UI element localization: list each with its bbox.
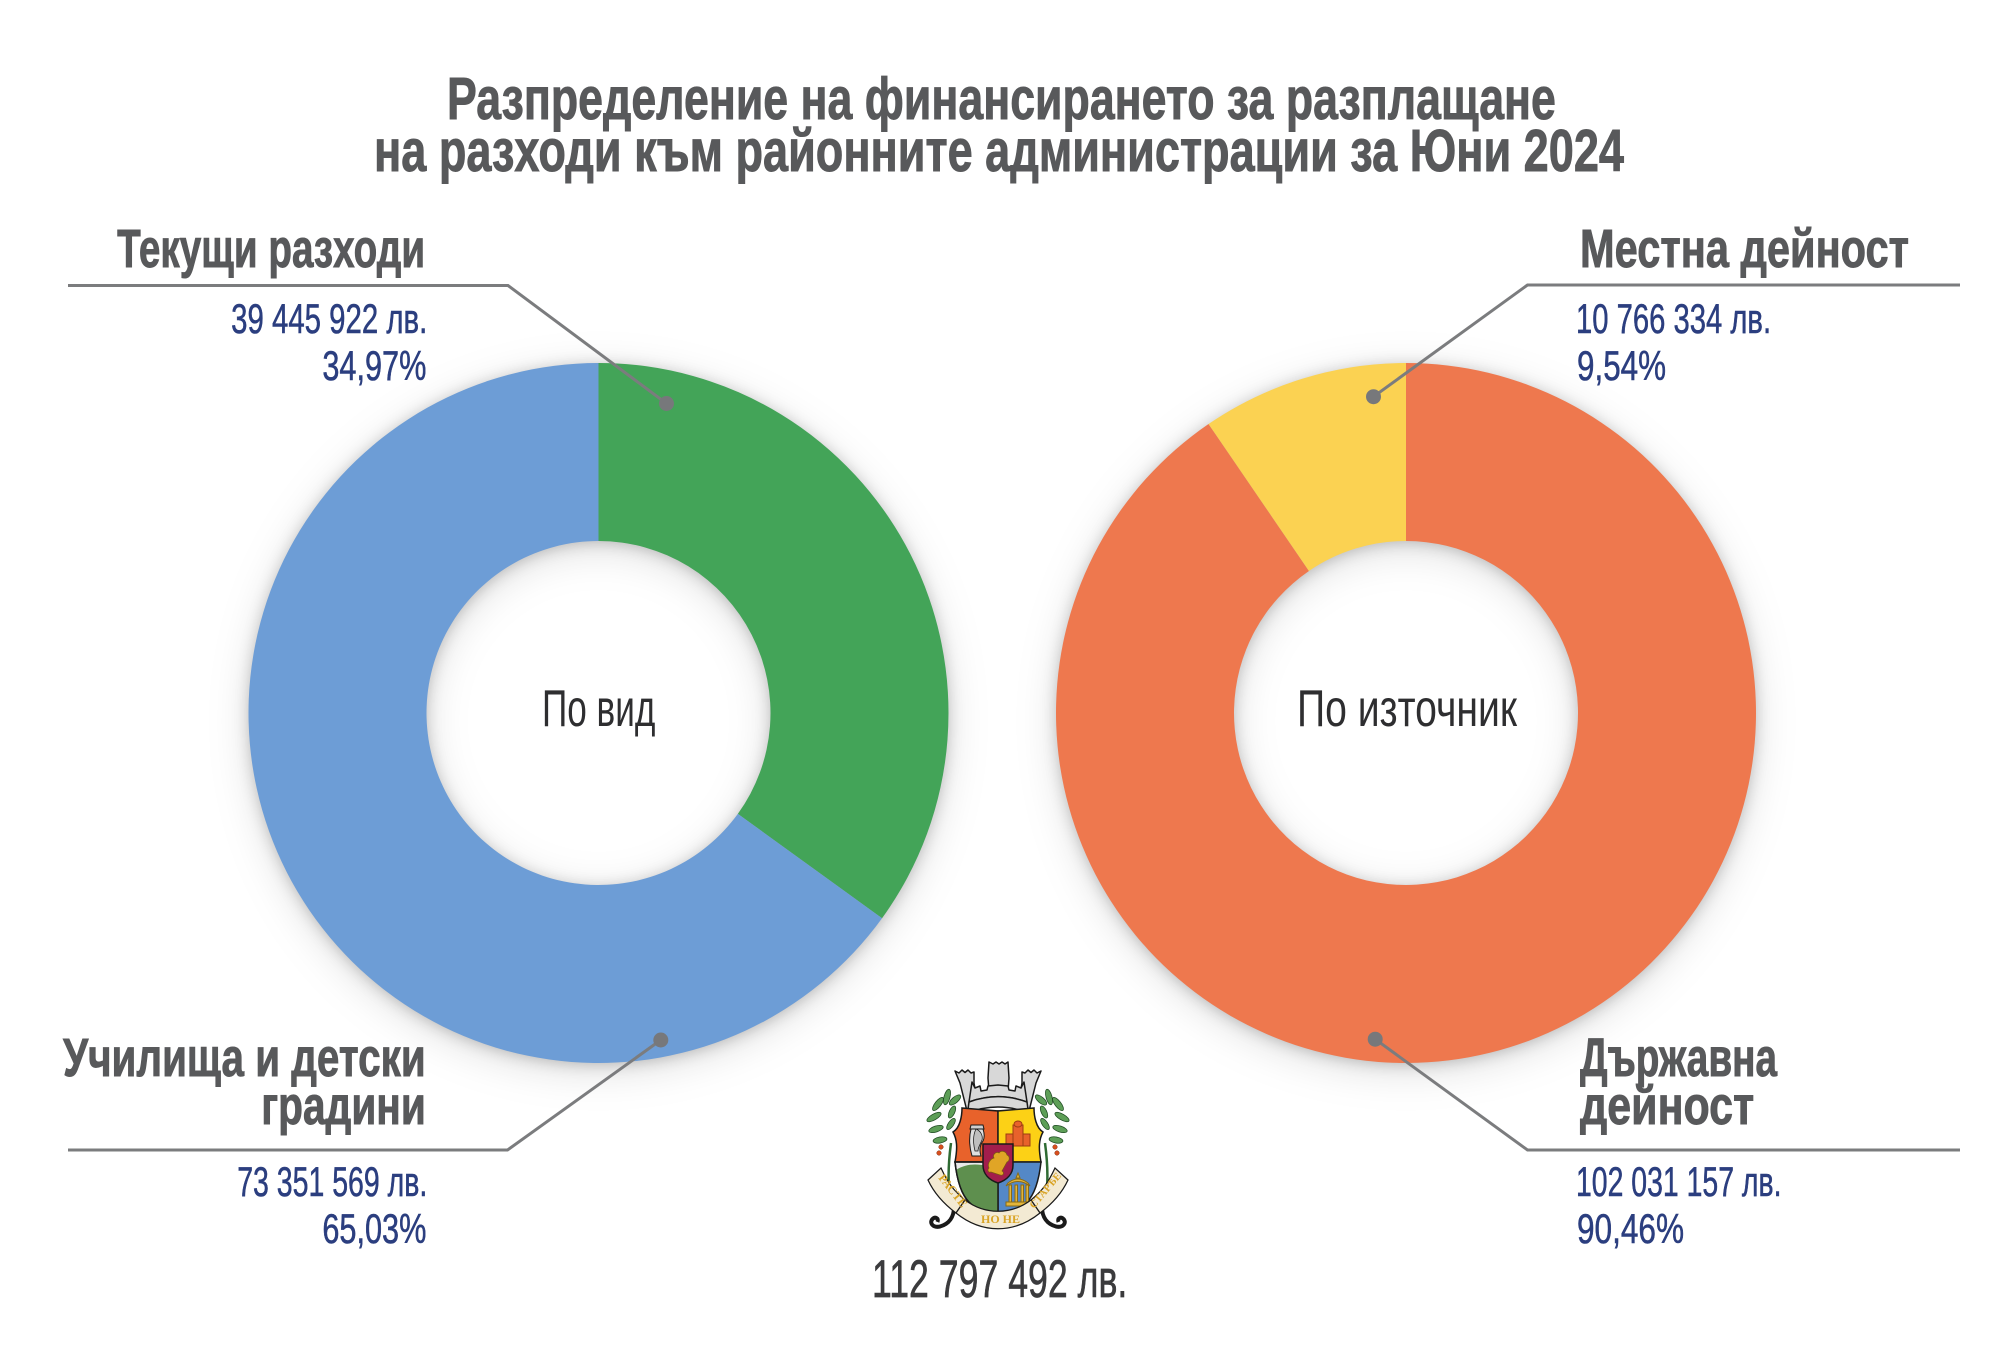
svg-text:НО НЕ: НО НЕ <box>981 1212 1020 1226</box>
